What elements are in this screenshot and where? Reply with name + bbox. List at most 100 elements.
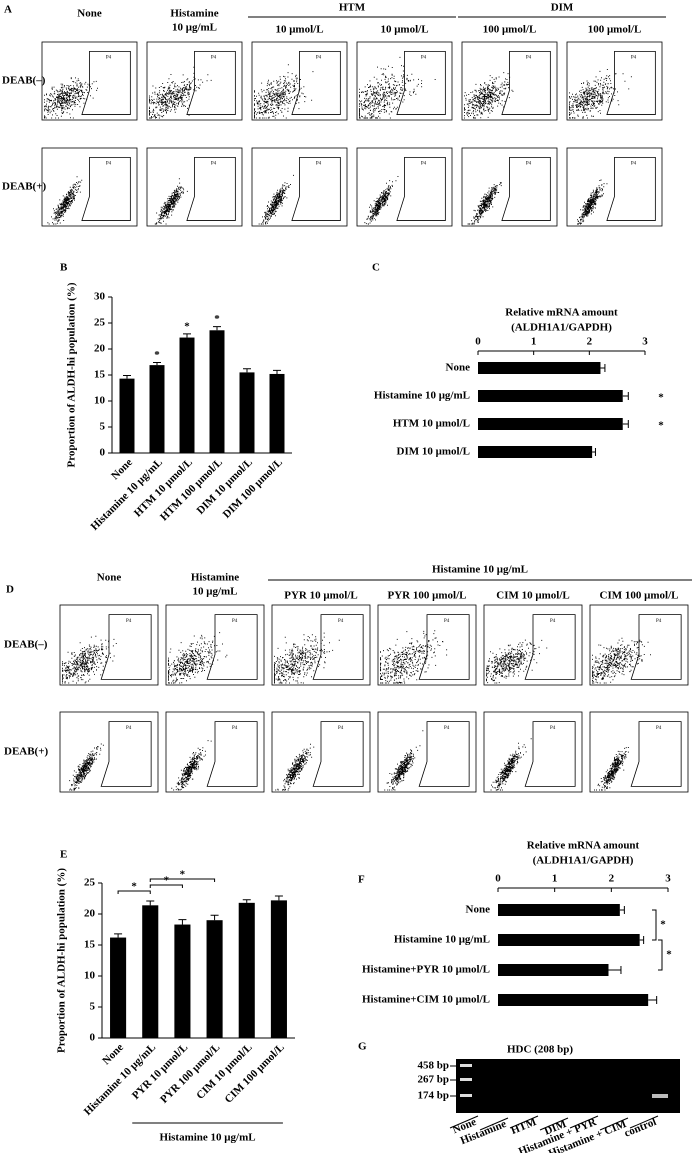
gate: [206, 721, 258, 787]
lane-underline: [629, 1115, 659, 1129]
scatter-dots: [592, 637, 651, 684]
ladder-band: [460, 1078, 472, 1081]
y-tick-label: Histamine 10 μg/mL: [394, 934, 490, 946]
y-tick-label: DIM 10 μmol/L: [397, 446, 470, 458]
error-bar: [153, 362, 161, 366]
group-header: HTM: [339, 2, 366, 14]
error-bar: [210, 914, 219, 921]
chart-title: (ALDH1A1/GAPDH): [533, 855, 634, 867]
scatter-dots: [275, 743, 315, 791]
x-tick-label: 1: [531, 336, 537, 348]
y-tick-label: 10: [84, 970, 96, 982]
lane-underline: [569, 1115, 599, 1129]
bar: [238, 902, 255, 1038]
gate-label: P4: [631, 162, 637, 167]
y-tick-label: None: [446, 362, 471, 374]
x-tick-label: CIM 10 μmol/L: [194, 1041, 254, 1101]
scatter-dots: [274, 632, 340, 684]
gate: [81, 156, 131, 221]
scatter-dots: [254, 64, 314, 119]
gate-label: P4: [550, 726, 556, 731]
error-bar: [114, 933, 123, 938]
column-header: CIM 10 μmol/L: [496, 590, 569, 602]
gate: [312, 614, 364, 680]
bar: [498, 934, 640, 946]
bar: [174, 924, 191, 1038]
gate: [606, 156, 656, 221]
gate: [100, 721, 152, 787]
scatter-dots: [364, 176, 399, 225]
column-header: 100 μmol/L: [483, 24, 537, 36]
plot-frame: [271, 711, 371, 793]
gate-label: P4: [526, 56, 532, 61]
gate: [186, 156, 236, 221]
band: [652, 1094, 668, 1098]
column-header: None: [77, 8, 102, 20]
comparison-label: *: [660, 919, 666, 931]
scatter-dots: [467, 182, 502, 225]
x-tick-label: 0: [495, 873, 501, 885]
error-bar: [146, 900, 155, 906]
plot-frame: [483, 711, 583, 793]
error-bar: [608, 966, 622, 974]
y-tick-label: 25: [94, 317, 106, 329]
plot-frame: [566, 41, 663, 121]
plot-frame: [146, 41, 243, 121]
x-tick-label: 0: [475, 336, 481, 348]
gate-label: P4: [421, 162, 427, 167]
gate-label: P4: [444, 619, 450, 624]
column-header: 10 μmol/L: [380, 24, 428, 36]
gate-label: P4: [338, 726, 344, 731]
bar: [478, 362, 601, 374]
gel-title: HDC (208 bp): [507, 1044, 573, 1056]
error-bar: [183, 333, 191, 338]
bar: [269, 373, 285, 453]
plot-frame: [461, 41, 558, 121]
significance-marker: *: [184, 320, 190, 332]
plot-frame: [271, 604, 371, 686]
scatter-dots: [577, 179, 608, 225]
column-header: 10 μg/mL: [172, 22, 217, 34]
gate: [630, 614, 682, 680]
bar: [119, 378, 135, 453]
gate: [524, 721, 576, 787]
gate-label: P4: [444, 726, 450, 731]
plot-frame: [59, 711, 159, 793]
gate: [524, 614, 576, 680]
comparison-label: *: [180, 869, 186, 881]
gate-label: P4: [232, 726, 238, 731]
column-header: PYR 100 μmol/L: [388, 590, 467, 602]
error-bar: [242, 899, 251, 903]
plot-frame: [461, 147, 558, 227]
error-bar: [123, 375, 131, 379]
y-tick-label: 20: [84, 908, 96, 920]
row-label: DEAB(–): [2, 75, 46, 87]
column-header: 10 μg/mL: [192, 586, 237, 598]
gate: [100, 614, 152, 680]
bar: [149, 365, 165, 453]
plot-frame: [165, 604, 265, 686]
bar: [270, 900, 287, 1038]
column-header: None: [97, 572, 122, 584]
scatter-dots: [168, 632, 228, 684]
gate: [186, 50, 236, 115]
lane-label: control: [623, 1116, 658, 1140]
chart-title: Relative mRNA amount: [505, 307, 618, 319]
group-header: DIM: [551, 2, 574, 14]
significance-marker: *: [658, 392, 664, 404]
bar: [110, 937, 127, 1038]
scatter-dots: [69, 743, 104, 791]
chart-title: Relative mRNA amount: [527, 840, 640, 852]
scatter-dots: [569, 69, 632, 119]
x-tick-label: 2: [587, 336, 593, 348]
comparison-label: *: [666, 949, 672, 961]
plot-frame: [356, 41, 453, 121]
panel-letter: F: [358, 874, 365, 886]
plot-frame: [41, 41, 138, 121]
y-tick-label: 5: [90, 1001, 96, 1013]
scatter-dots: [384, 730, 424, 791]
gate: [291, 156, 341, 221]
comparison-bracket: [149, 884, 183, 888]
gate-label: P4: [232, 619, 238, 624]
panel-letter: E: [60, 849, 67, 861]
